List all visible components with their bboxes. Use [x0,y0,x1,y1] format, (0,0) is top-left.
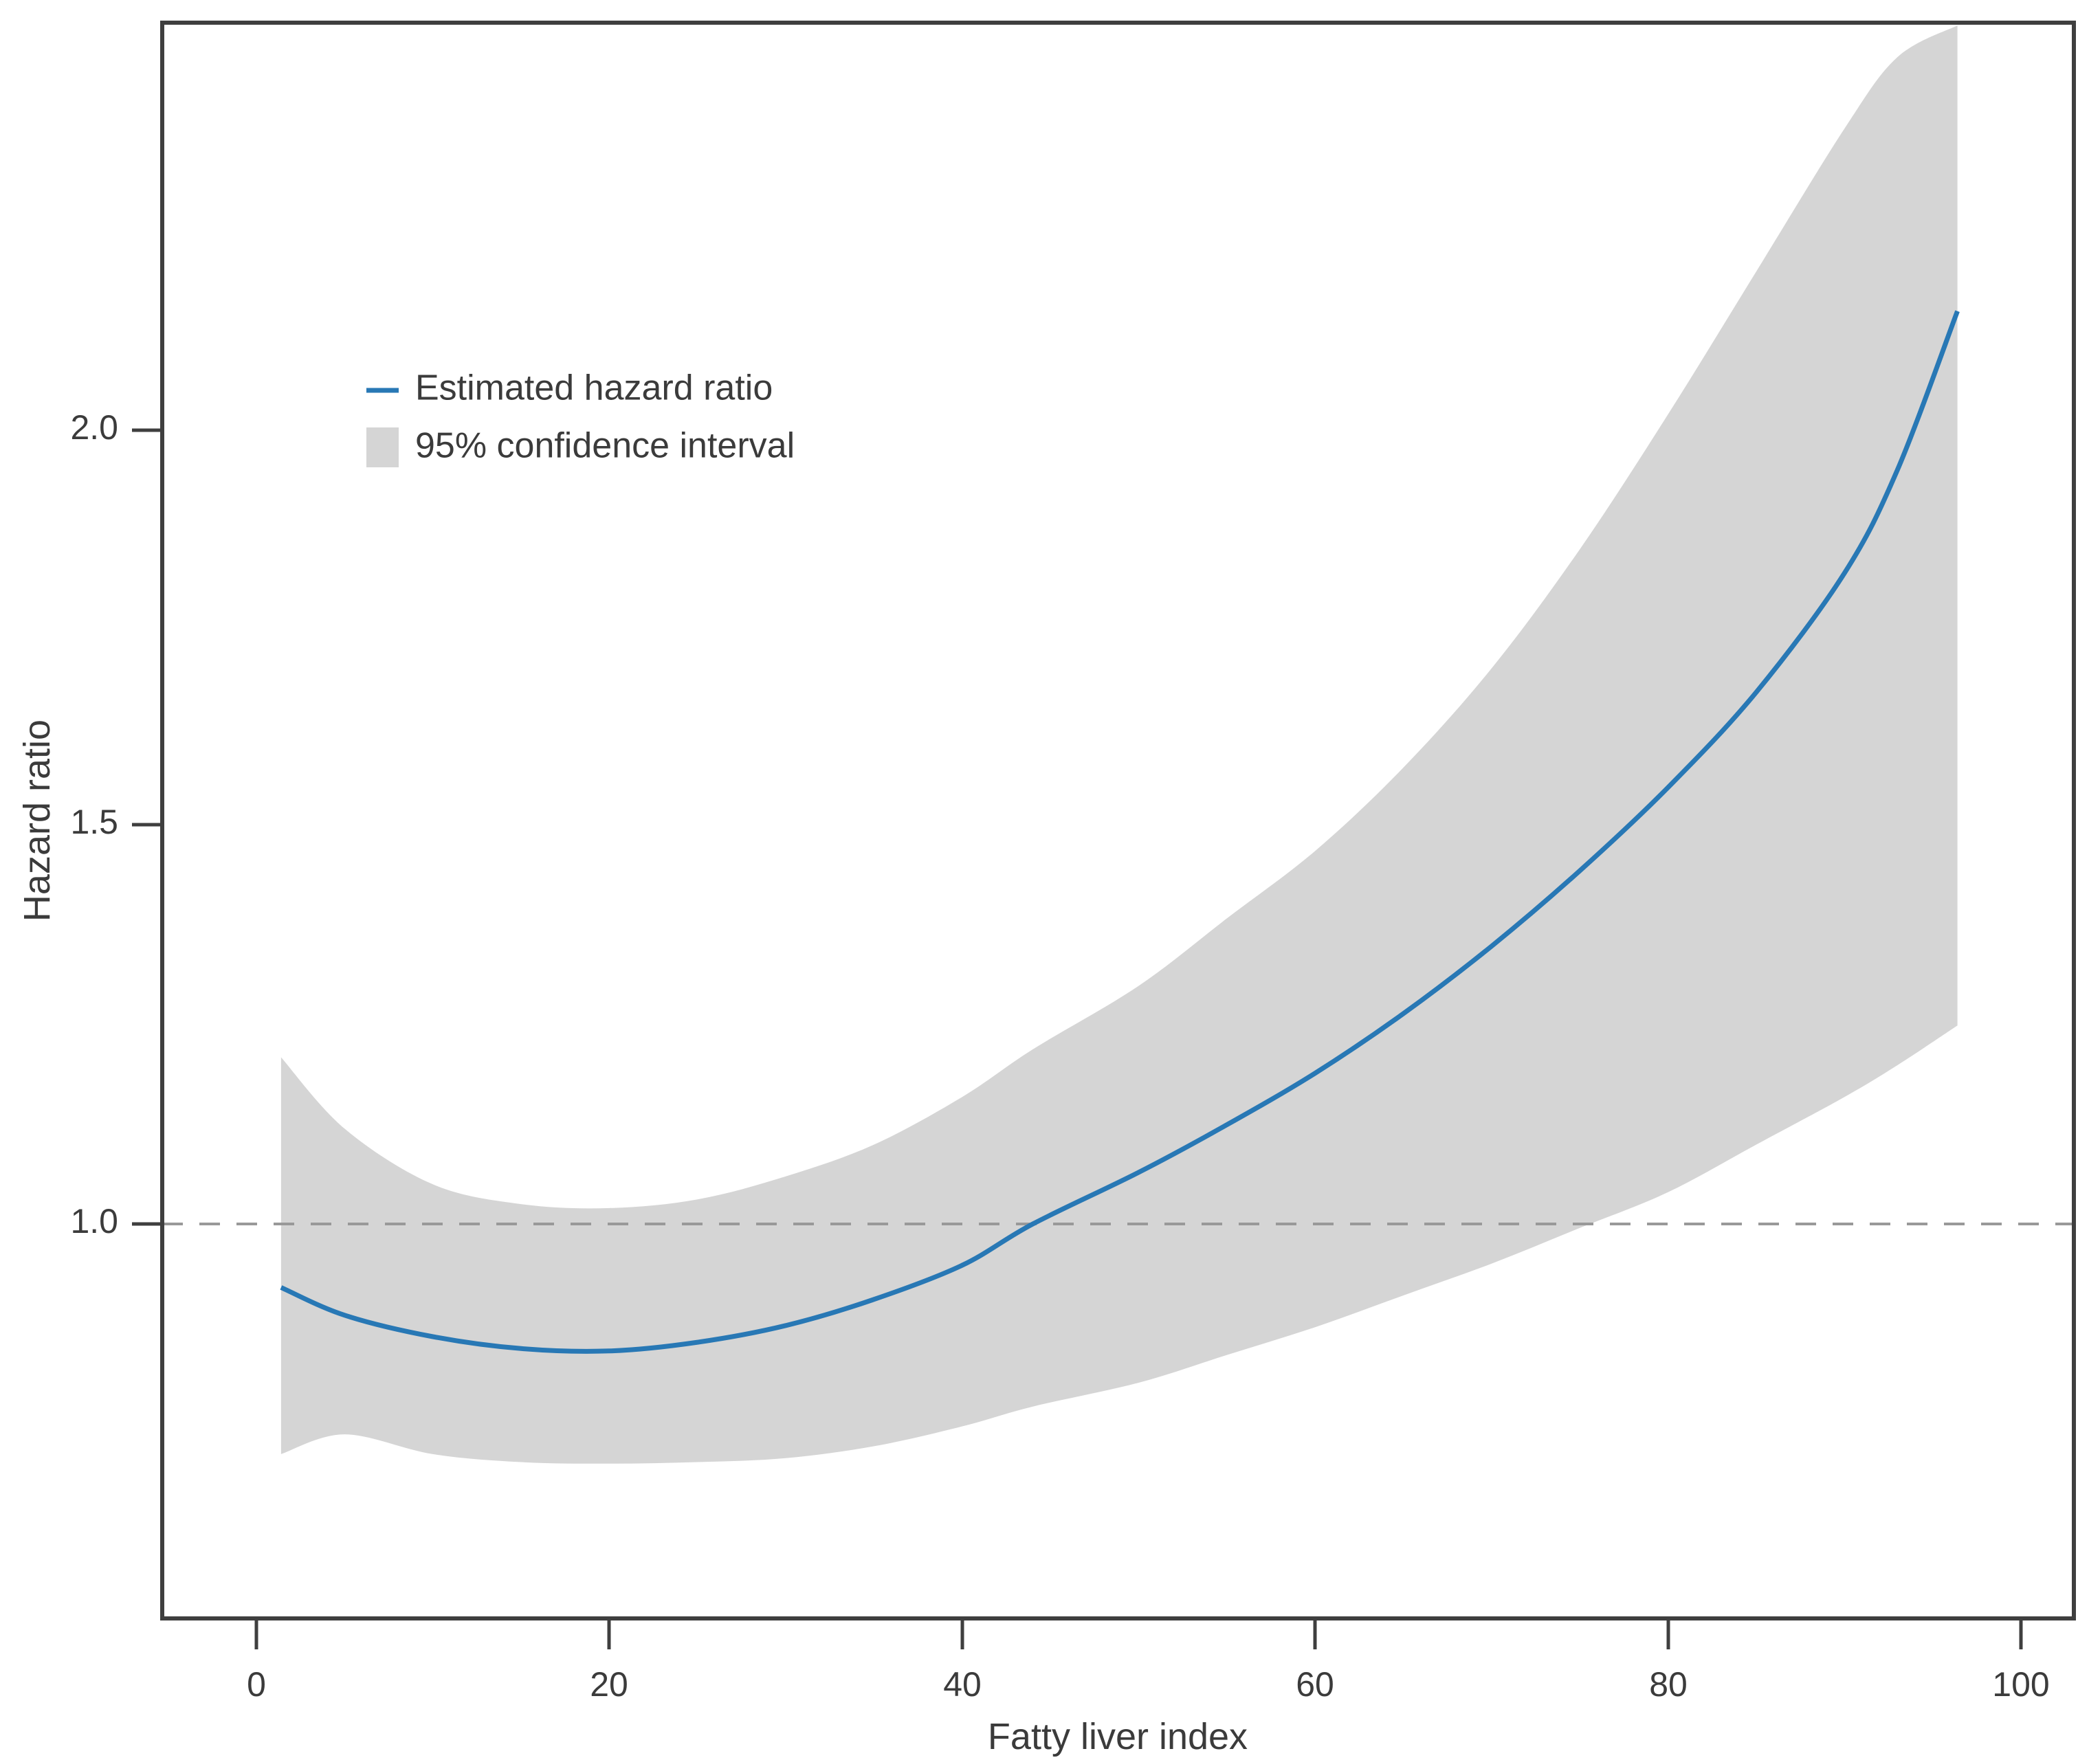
x-tick-label-80: 80 [1649,1665,1688,1704]
y-tick-label-2.0: 2.0 [70,408,118,447]
confidence-interval-band [280,25,1958,1464]
y-tick-label-1.0: 1.0 [70,1202,118,1240]
x-axis-title: Fatty liver index [988,1716,1248,1757]
plot-border [160,21,2076,1620]
y-tick-label-1.5: 1.5 [70,803,118,841]
legend-label-estimated-hazard-ratio: Estimated hazard ratio [415,368,773,408]
legend: Estimated hazard ratio 95% confidence in… [366,368,795,467]
legend-box-swatch [366,427,399,467]
x-tick-label-60: 60 [1296,1665,1334,1704]
y-axis-ticks [132,428,162,1226]
legend-label-95-confidence-interval: 95% confidence interval [415,426,795,466]
estimated-hazard-ratio-curve [280,310,1960,1354]
x-axis-ticks [254,1618,2023,1649]
x-tick-label-0: 0 [247,1665,266,1704]
x-tick-label-20: 20 [590,1665,628,1704]
x-tick-label-100: 100 [1992,1665,2049,1704]
y-axis-title: Hazard ratio [16,720,58,922]
x-tick-label-40: 40 [943,1665,982,1704]
